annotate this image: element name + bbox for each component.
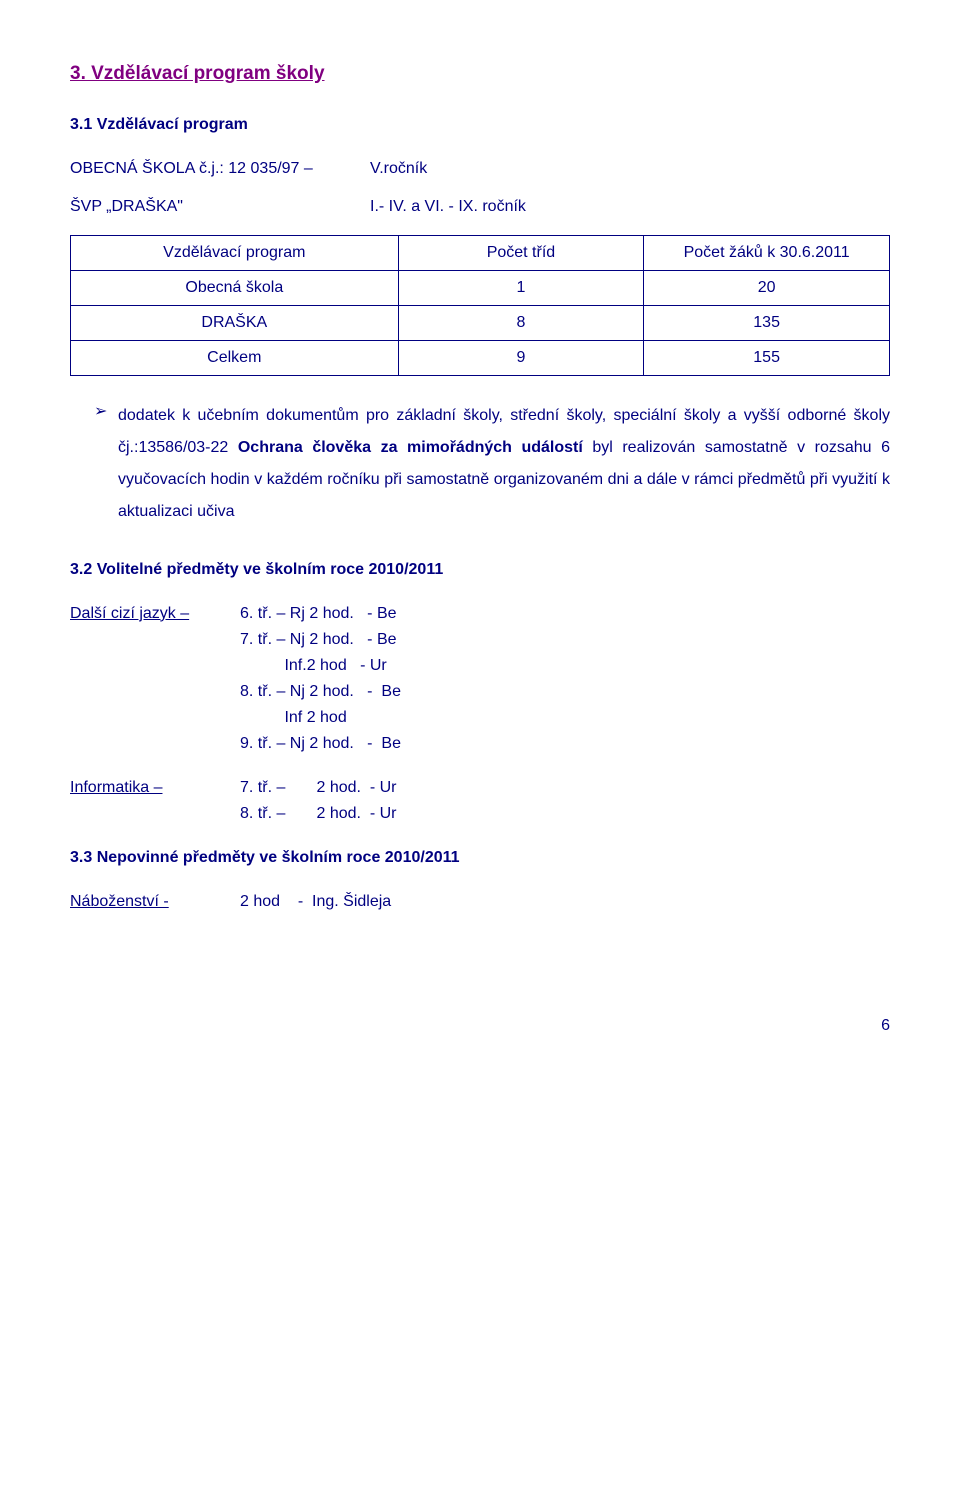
program-table: Vzdělávací program Počet tříd Počet žáků…: [70, 235, 890, 376]
elective-label: Informatika –: [70, 776, 240, 800]
table-header-row: Vzdělávací program Počet tříd Počet žáků…: [71, 235, 890, 270]
table-cell: 135: [644, 305, 890, 340]
elective-spacer: [70, 706, 240, 730]
table-cell: 1: [398, 270, 644, 305]
elective-spacer: [70, 732, 240, 756]
table-cell: 9: [398, 340, 644, 375]
table-cell: Celkem: [71, 340, 399, 375]
elective-spacer: [70, 680, 240, 704]
program-label: ŠVP „DRAŠKA": [70, 195, 370, 219]
elective-informatics: Informatika – 7. tř. – 2 hod. - Ur 8. tř…: [70, 776, 890, 826]
table-row: Celkem 9 155: [71, 340, 890, 375]
elective-line: 8. tř. – Nj 2 hod. - Be: [240, 680, 890, 704]
table-cell: 20: [644, 270, 890, 305]
table-header: Počet tříd: [398, 235, 644, 270]
table-row: DRAŠKA 8 135: [71, 305, 890, 340]
program-value: V.ročník: [370, 157, 427, 181]
table-row: Obecná škola 1 20: [71, 270, 890, 305]
elective-foreign-lang: Další cizí jazyk – 6. tř. – Rj 2 hod. - …: [70, 602, 890, 756]
elective-spacer: [70, 802, 240, 826]
program-value: I.- IV. a VI. - IX. ročník: [370, 195, 526, 219]
elective-line: Inf.2 hod - Ur: [240, 654, 890, 678]
table-header: Vzdělávací program: [71, 235, 399, 270]
nonreq-label: Náboženství -: [70, 890, 240, 914]
nonreq-value: 2 hod - Ing. Šidleja: [240, 890, 890, 914]
addendum-bold: Ochrana člověka za mimořádných událostí: [238, 439, 583, 456]
table-cell: Obecná škola: [71, 270, 399, 305]
program-row-svp: ŠVP „DRAŠKA" I.- IV. a VI. - IX. ročník: [70, 195, 890, 219]
elective-line: 7. tř. – Nj 2 hod. - Be: [240, 628, 890, 652]
table-header: Počet žáků k 30.6.2011: [644, 235, 890, 270]
table-cell: DRAŠKA: [71, 305, 399, 340]
section-3-3-heading: 3.3 Nepovinné předměty ve školním roce 2…: [70, 846, 890, 870]
table-cell: 8: [398, 305, 644, 340]
section-3-heading: 3. Vzdělávací program školy: [70, 60, 890, 89]
bullet-arrow-icon: ➢: [94, 400, 118, 528]
elective-spacer: [70, 628, 240, 652]
elective-label: Další cizí jazyk –: [70, 602, 240, 626]
elective-line: 7. tř. – 2 hod. - Ur: [240, 776, 890, 800]
elective-spacer: [70, 654, 240, 678]
elective-line: 6. tř. – Rj 2 hod. - Be: [240, 602, 890, 626]
elective-line: 8. tř. – 2 hod. - Ur: [240, 802, 890, 826]
program-list: OBECNÁ ŠKOLA č.j.: 12 035/97 – V.ročník …: [70, 157, 890, 219]
nonrequired-subject: Náboženství - 2 hod - Ing. Šidleja: [70, 890, 890, 914]
addendum-bullet: ➢ dodatek k učebním dokumentům pro zákla…: [70, 400, 890, 528]
addendum-text: dodatek k učebním dokumentům pro základn…: [118, 400, 890, 528]
table-cell: 155: [644, 340, 890, 375]
program-label: OBECNÁ ŠKOLA č.j.: 12 035/97 –: [70, 157, 370, 181]
section-3-2-heading: 3.2 Volitelné předměty ve školním roce 2…: [70, 558, 890, 582]
section-3-1-heading: 3.1 Vzdělávací program: [70, 113, 890, 137]
program-row-obecna: OBECNÁ ŠKOLA č.j.: 12 035/97 – V.ročník: [70, 157, 890, 181]
elective-line: Inf 2 hod: [240, 706, 890, 730]
elective-line: 9. tř. – Nj 2 hod. - Be: [240, 732, 890, 756]
page-number: 6: [70, 1014, 890, 1038]
